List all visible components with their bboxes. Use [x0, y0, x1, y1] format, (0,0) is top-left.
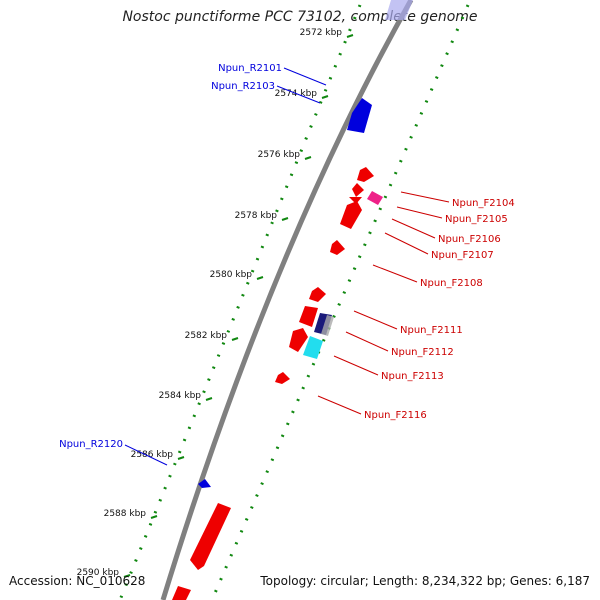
- npun-f2112-leader: [345, 331, 389, 352]
- scale-tick-label: 2580 kbp: [210, 270, 253, 280]
- npun-f2113-label[interactable]: Npun_F2113: [381, 371, 444, 382]
- npun-r2103-leader: [276, 85, 321, 104]
- scale-tick: [205, 397, 213, 401]
- npun-f2111-label[interactable]: Npun_F2111: [400, 325, 463, 336]
- gene-gray[interactable]: [321, 315, 334, 336]
- gene-npun-f2107[interactable]: [330, 240, 345, 255]
- gene-npun-f2105[interactable]: [352, 183, 364, 197]
- npun-f2107-label[interactable]: Npun_F2107: [431, 250, 494, 261]
- npun-r2120-leader: [124, 444, 168, 466]
- npun-f2116-label[interactable]: Npun_F2116: [364, 410, 427, 421]
- npun-r2103-label[interactable]: Npun_R2103: [211, 81, 275, 92]
- scale-tick: [281, 217, 289, 221]
- npun-f2111-leader: [353, 310, 398, 330]
- scale-tick-label: 2572 kbp: [300, 28, 343, 38]
- gene-npun-f2104[interactable]: [357, 167, 374, 182]
- gene-npun-r2120[interactable]: [198, 479, 211, 488]
- npun-f2104-leader: [400, 191, 450, 203]
- gene-npun-f2106[interactable]: [340, 201, 362, 229]
- scale-tick-label: 2584 kbp: [159, 391, 202, 401]
- gene-magenta[interactable]: [367, 191, 383, 205]
- gene-npun-f2116[interactable]: [275, 372, 290, 384]
- gene-npun-f2108[interactable]: [309, 287, 326, 302]
- gene-npun-f2105b[interactable]: [349, 197, 362, 204]
- gene-large-forward[interactable]: [190, 503, 231, 570]
- npun-f2104-label[interactable]: Npun_F2104: [452, 198, 515, 209]
- npun-r2101-leader: [283, 67, 327, 86]
- gene-npun-r2101[interactable]: [347, 98, 372, 133]
- scale-tick: [123, 574, 131, 578]
- npun-r2101-label[interactable]: Npun_R2101: [218, 63, 282, 74]
- npun-f2113-leader: [333, 355, 379, 376]
- reverse-track-dots: [118, 4, 362, 600]
- gene-reverse-top[interactable]: [385, 0, 413, 20]
- npun-r2120-label[interactable]: Npun_R2120: [59, 439, 123, 450]
- scale-tick-label: 2582 kbp: [185, 331, 228, 341]
- scale-tick: [256, 276, 264, 280]
- genome-backbone: [160, 0, 414, 600]
- scale-tick-label: 2590 kbp: [77, 568, 120, 578]
- topology-text: Topology: circular; Length: 8,234,322 bp…: [260, 574, 590, 588]
- npun-f2108-leader: [372, 264, 418, 283]
- gene-labels: Npun_R2101 Npun_R2103 Npun_R2120 Npun_F2104…: [59, 63, 515, 466]
- scale-tick-label: 2576 kbp: [258, 150, 301, 160]
- npun-f2108-label[interactable]: Npun_F2108: [420, 278, 483, 289]
- scale-tick: [346, 34, 354, 38]
- scale-tick-label: 2588 kbp: [104, 509, 147, 519]
- scale-tick: [321, 95, 329, 99]
- gene-npun-f2112[interactable]: [289, 328, 308, 352]
- scale-tick: [231, 337, 239, 341]
- scale-tick: [304, 156, 312, 160]
- npun-f2107-leader: [384, 232, 429, 255]
- gene-npun-f2111[interactable]: [299, 306, 318, 327]
- scale-tick-label: 2578 kbp: [235, 211, 278, 221]
- gene-bottom-forward[interactable]: [172, 586, 191, 600]
- npun-f2116-leader: [317, 395, 362, 415]
- scale-tick-label: 2586 kbp: [131, 450, 174, 460]
- npun-f2112-label[interactable]: Npun_F2112: [391, 347, 454, 358]
- scale-tick: [177, 456, 185, 460]
- npun-f2106-leader: [391, 218, 436, 239]
- npun-f2106-label[interactable]: Npun_F2106: [438, 234, 501, 245]
- forward-track-dots: [210, 4, 470, 600]
- accession-text: Accession: NC_010628: [9, 574, 146, 588]
- gene-cyan[interactable]: [303, 336, 323, 359]
- npun-f2105-label[interactable]: Npun_F2105: [445, 214, 508, 225]
- npun-f2105-leader: [396, 206, 443, 219]
- scale-tick: [150, 515, 158, 519]
